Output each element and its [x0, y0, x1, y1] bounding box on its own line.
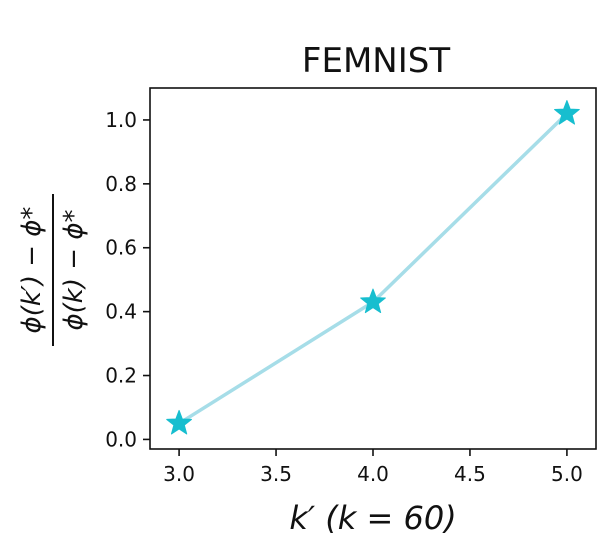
- x-tick-label: 3.5: [260, 462, 292, 486]
- y-tick-label: 0.4: [105, 300, 137, 324]
- x-tick-label: 4.0: [357, 462, 389, 486]
- data-point-star-marker: [554, 100, 580, 125]
- data-point-star-marker: [360, 288, 386, 314]
- y-axis-label: ϕ(k′) − ϕ* ϕ(k) − ϕ*: [17, 194, 89, 346]
- data-point-star-marker: [166, 409, 192, 435]
- y-tick-label: 0.8: [105, 172, 137, 196]
- y-tick-label: 0.0: [105, 427, 137, 451]
- series-line: [177, 111, 569, 426]
- y-axis-label-denominator: ϕ(k) − ϕ*: [59, 210, 89, 331]
- y-tick-label: 0.6: [105, 236, 137, 260]
- y-axis-ticks: 0.0 0.2 0.4 0.6 0.8 1.0: [105, 108, 150, 451]
- chart-title: FEMNIST: [302, 41, 450, 81]
- y-axis-label-numerator: ϕ(k′) − ϕ*: [17, 207, 47, 334]
- x-tick-label: 3.0: [163, 462, 195, 486]
- x-tick-label: 4.5: [454, 462, 486, 486]
- x-axis-ticks: 3.0 3.5 4.0 4.5 5.0: [163, 449, 583, 486]
- plot-frame: [149, 87, 597, 450]
- x-axis-label: k′ (k = 60): [289, 499, 456, 537]
- y-tick-label: 1.0: [105, 108, 137, 132]
- x-tick-label: 5.0: [551, 462, 583, 486]
- series-markers: [166, 100, 580, 435]
- y-tick-label: 0.2: [105, 364, 137, 388]
